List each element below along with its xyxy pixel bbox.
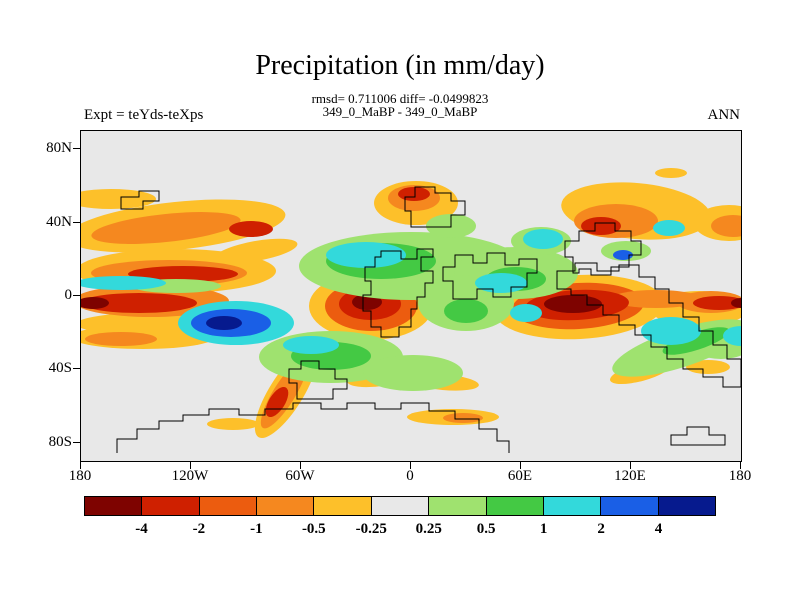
experiment-difference-line: 349_0_MaBP - 349_0_MaBP (322, 104, 478, 119)
colorbar: -4 -2 -1 -0.5 -0.25 0.25 0.5 1 2 4 (84, 496, 716, 542)
lat-tick-label: 40S (48, 360, 72, 376)
colorbar-segment (371, 497, 430, 515)
colorbar-tick-label: -0.5 (301, 521, 326, 537)
colorbar-tick-label: 4 (654, 521, 663, 537)
colorbar-segment (314, 497, 372, 515)
colorbar-segments (84, 496, 716, 516)
coastlines (116, 186, 741, 453)
colorbar-segment (429, 497, 487, 515)
colorbar-tick-label: -2 (192, 521, 206, 537)
lon-tick-mark (630, 462, 631, 469)
rmsd-diff-line: rmsd= 0.711006 diff= -0.0499823 (311, 91, 489, 106)
lon-tick-label: 180 (68, 468, 92, 484)
lon-tick-label: 60E (507, 468, 533, 484)
colorbar-segment (199, 497, 258, 515)
map-plot (80, 130, 742, 462)
lon-tick-mark (190, 462, 191, 469)
lon-tick-mark (300, 462, 301, 469)
colorbar-segment (142, 497, 200, 515)
lon-tick-mark (520, 462, 521, 469)
lon-tick-mark (740, 462, 741, 469)
lon-tick-mark (410, 462, 411, 469)
lat-tick-mark (73, 368, 80, 369)
lat-tick-mark (73, 442, 80, 443)
colorbar-segment (601, 497, 659, 515)
colorbar-segment (486, 497, 544, 515)
lat-tick-mark (73, 222, 80, 223)
colorbar-tick-label: -1 (250, 521, 263, 537)
colorbar-tick-label: 1 (539, 521, 548, 537)
lat-tick-label: 80S (48, 434, 72, 450)
lat-tick-mark (73, 295, 80, 296)
colorbar-tick-label: 0.25 (415, 521, 442, 537)
lat-tick-mark (73, 148, 80, 149)
lon-tick-mark (80, 462, 81, 469)
lon-tick-label: 60W (285, 468, 315, 484)
lat-tick-label: 0 (64, 287, 73, 303)
colorbar-tick-label: 2 (597, 521, 605, 537)
colorbar-segment (543, 497, 602, 515)
colorbar-segment (85, 497, 143, 515)
lon-tick-label: 0 (406, 468, 414, 484)
lat-tick-label: 80N (46, 140, 72, 156)
colorbar-segment (257, 497, 315, 515)
colorbar-tick-label: -0.25 (355, 521, 387, 537)
lon-tick-label: 120E (614, 468, 646, 484)
precipitation-anomaly-map (81, 131, 741, 461)
anomaly-field-blue (191, 250, 633, 337)
colorbar-tick-label: -4 (135, 521, 148, 537)
colorbar-segment (658, 497, 715, 515)
colorbar-tick-label: 0.5 (476, 521, 496, 537)
lat-tick-label: 40N (46, 214, 72, 230)
chart-title: Precipitation (in mm/day) (255, 50, 545, 81)
season-label: ANN (707, 107, 741, 123)
lon-tick-label: 120W (171, 468, 209, 484)
lon-tick-label: 180 (728, 468, 752, 484)
experiment-label: Expt = teYds-teXps (84, 107, 204, 123)
